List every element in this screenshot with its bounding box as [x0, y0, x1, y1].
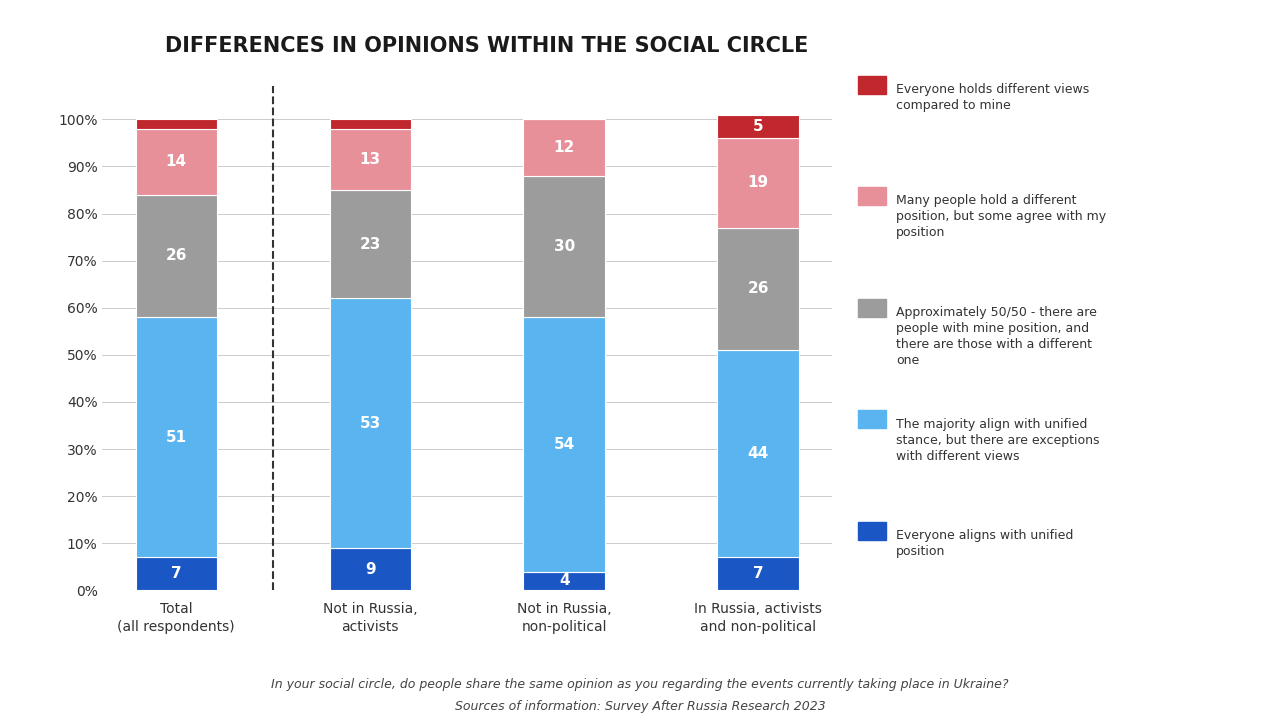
Bar: [524, 572, 605, 590]
Text: Many people hold a different
position, but some agree with my
position: Many people hold a different position, b…: [896, 194, 1106, 239]
Bar: [717, 557, 799, 590]
Text: 54: 54: [553, 437, 575, 452]
Bar: [329, 298, 411, 548]
Text: 13: 13: [360, 152, 380, 167]
Bar: [329, 190, 411, 298]
Text: 5: 5: [753, 119, 763, 134]
Bar: [717, 350, 799, 557]
Text: 26: 26: [165, 248, 187, 264]
Bar: [329, 548, 411, 590]
Text: DIFFERENCES IN OPINIONS WITHIN THE SOCIAL CIRCLE: DIFFERENCES IN OPINIONS WITHIN THE SOCIA…: [165, 36, 808, 56]
Bar: [524, 318, 605, 572]
Text: 12: 12: [553, 140, 575, 155]
Text: Approximately 50/50 - there are
people with mine position, and
there are those w: Approximately 50/50 - there are people w…: [896, 306, 1097, 367]
Bar: [136, 557, 218, 590]
Text: 4: 4: [559, 573, 570, 588]
Text: 9: 9: [365, 562, 375, 577]
Text: 51: 51: [165, 430, 187, 445]
Text: 30: 30: [553, 239, 575, 254]
Bar: [136, 318, 218, 557]
Text: Everyone holds different views
compared to mine: Everyone holds different views compared …: [896, 83, 1089, 112]
Bar: [136, 129, 218, 194]
Text: 23: 23: [360, 237, 381, 252]
Bar: [136, 194, 218, 318]
Bar: [136, 120, 218, 129]
Text: Everyone aligns with unified
position: Everyone aligns with unified position: [896, 529, 1074, 558]
Bar: [329, 120, 411, 129]
Text: 26: 26: [748, 282, 769, 297]
Bar: [329, 129, 411, 190]
Text: 53: 53: [360, 415, 381, 431]
Bar: [717, 138, 799, 228]
Bar: [524, 120, 605, 176]
Text: Sources of information: Survey After Russia Research 2023: Sources of information: Survey After Rus…: [454, 700, 826, 713]
Text: 44: 44: [748, 446, 769, 462]
Text: In your social circle, do people share the same opinion as you regarding the eve: In your social circle, do people share t…: [271, 678, 1009, 691]
Text: 7: 7: [172, 567, 182, 582]
Bar: [717, 228, 799, 350]
Text: 19: 19: [748, 176, 769, 191]
Text: 7: 7: [753, 567, 763, 582]
Text: 14: 14: [165, 154, 187, 169]
Text: The majority align with unified
stance, but there are exceptions
with different : The majority align with unified stance, …: [896, 418, 1100, 462]
Bar: [524, 176, 605, 318]
Bar: [717, 114, 799, 138]
